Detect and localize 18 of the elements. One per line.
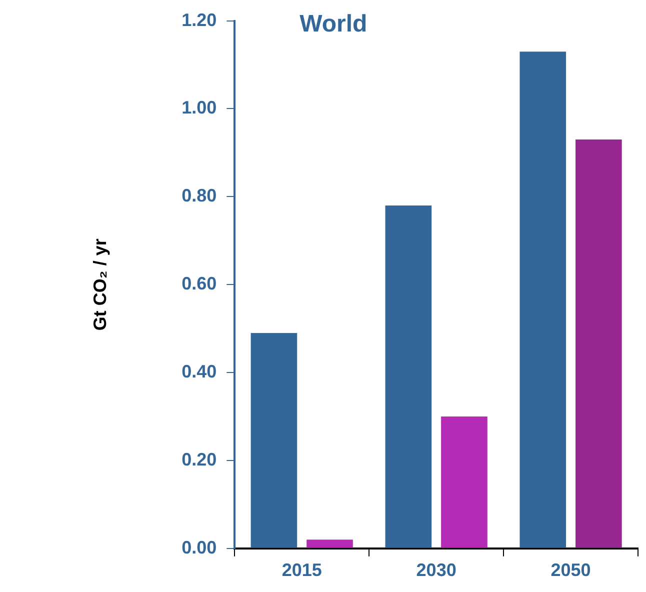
x-tick-label: 2050 xyxy=(550,560,591,580)
y-tick-label: 1.20 xyxy=(182,10,217,30)
bar xyxy=(576,140,622,548)
y-tick-label: 0.80 xyxy=(182,186,217,206)
y-tick-label: 0.40 xyxy=(182,362,217,382)
bar xyxy=(441,416,488,548)
y-tick-label: 0.20 xyxy=(182,449,217,470)
y-tick-label: 1.00 xyxy=(182,98,217,118)
y-tick-label: 0.00 xyxy=(182,537,217,558)
bar xyxy=(250,332,298,548)
bar xyxy=(385,205,432,548)
y-axis-title: Gt CO₂ / yr xyxy=(90,238,110,331)
bar xyxy=(520,52,566,548)
y-tick-label: 0.60 xyxy=(182,274,217,294)
chart-title: World xyxy=(300,10,368,38)
x-tick-label: 2015 xyxy=(282,560,322,580)
x-tick-label: 2030 xyxy=(416,560,456,580)
bar xyxy=(306,540,353,548)
